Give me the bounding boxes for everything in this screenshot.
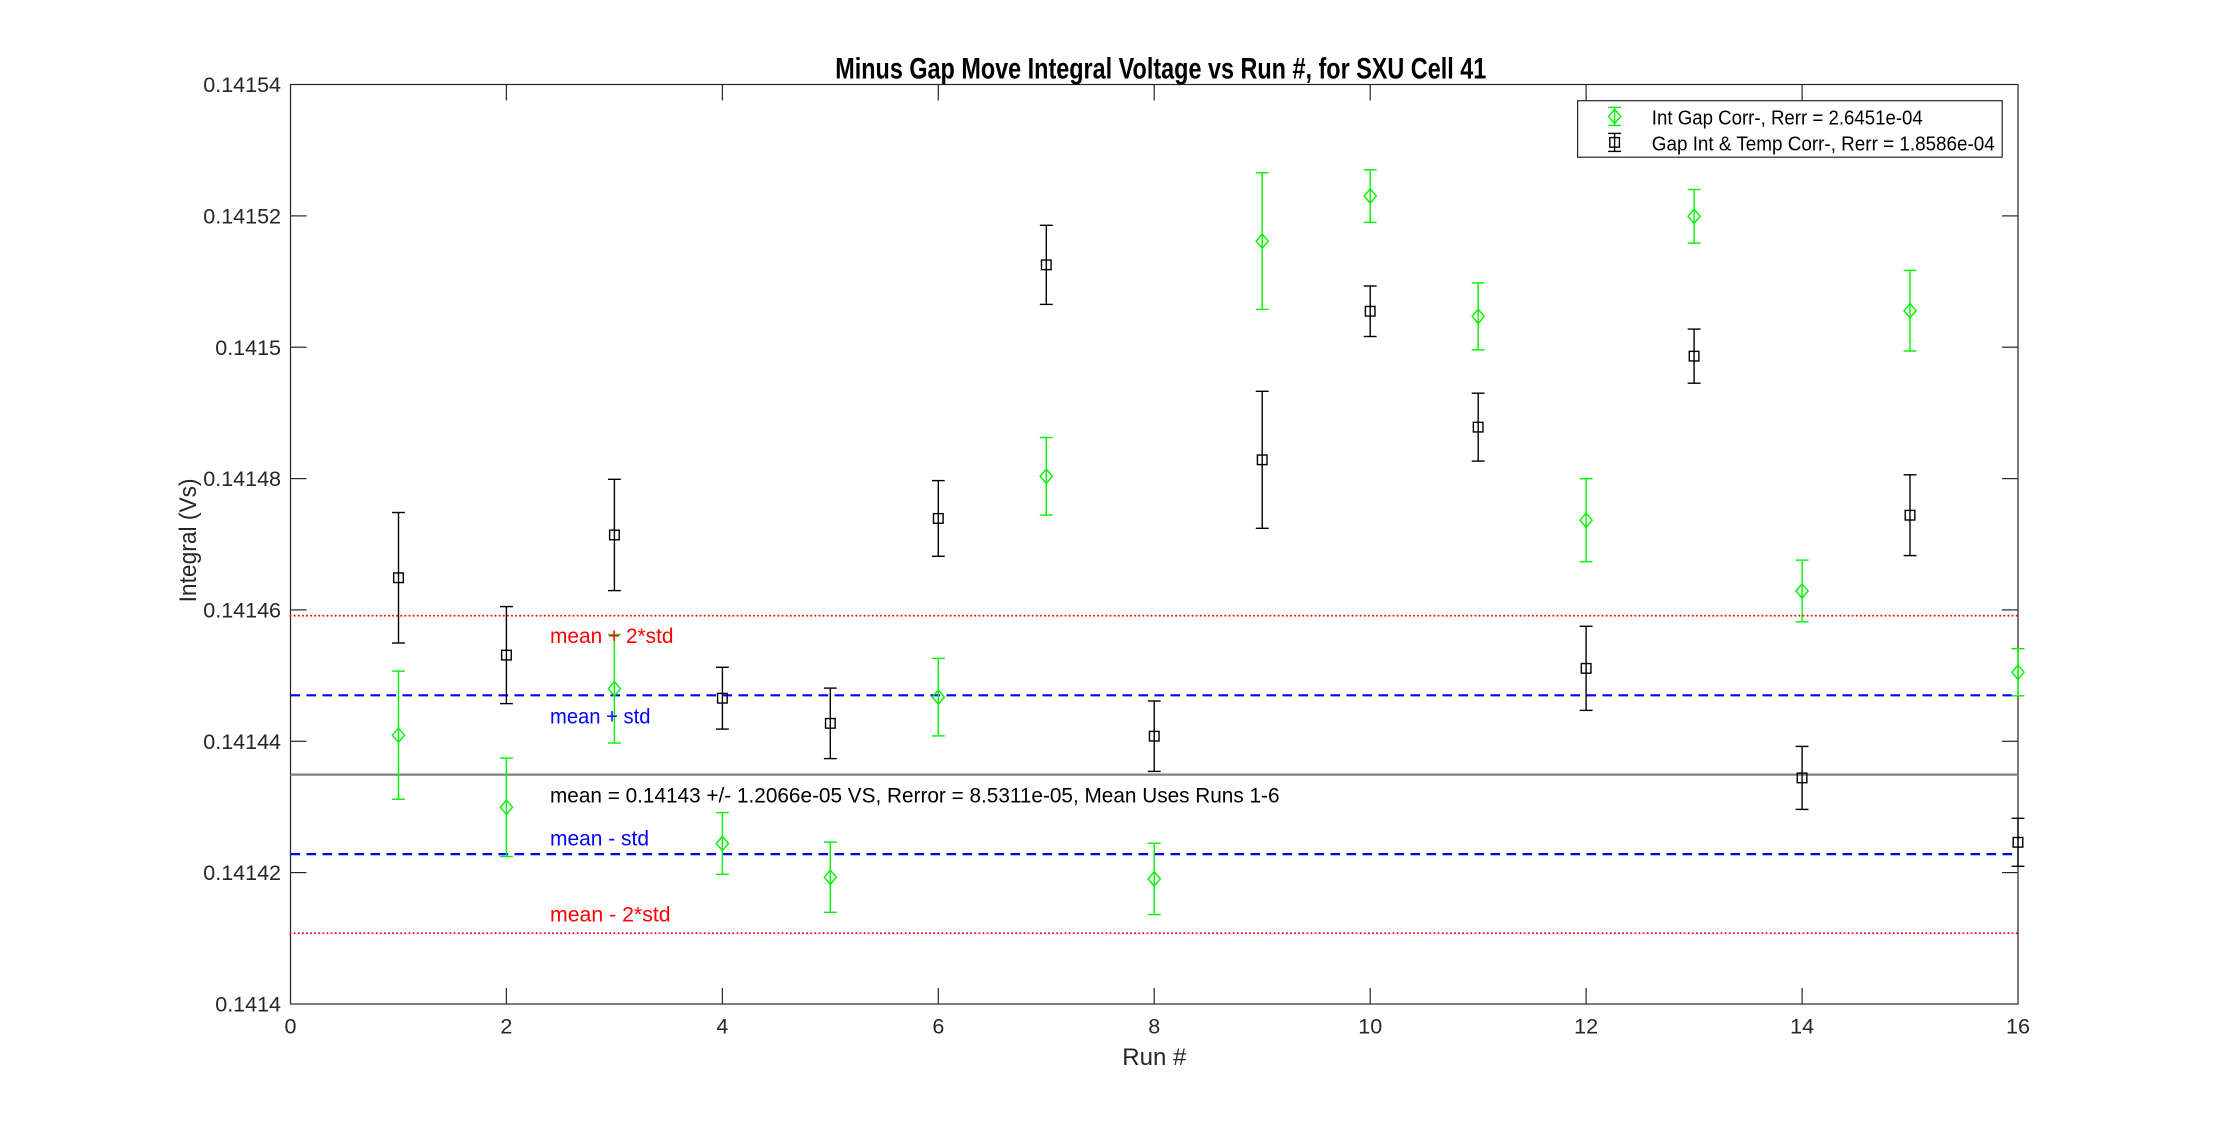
svg-text:6: 6	[932, 1015, 944, 1039]
svg-text:0.14142: 0.14142	[203, 861, 281, 885]
svg-text:12: 12	[1574, 1015, 1598, 1039]
svg-text:10: 10	[1358, 1015, 1382, 1039]
svg-text:14: 14	[1790, 1015, 1814, 1039]
svg-text:8: 8	[1148, 1015, 1160, 1039]
svg-text:Minus Gap Move Integral Voltag: Minus Gap Move Integral Voltage vs Run #…	[835, 53, 1486, 86]
svg-text:Int Gap Corr-, Rerr = 2.6451e-: Int Gap Corr-, Rerr = 2.6451e-04	[1652, 107, 1923, 129]
svg-text:16: 16	[2006, 1015, 2030, 1039]
svg-text:0.14146: 0.14146	[203, 599, 281, 623]
svg-text:0: 0	[285, 1015, 297, 1039]
svg-text:0.14152: 0.14152	[203, 205, 281, 229]
svg-text:mean = 0.14143 +/- 1.2066e-05: mean = 0.14143 +/- 1.2066e-05 VS, Rerror…	[550, 783, 1280, 807]
svg-text:4: 4	[716, 1015, 728, 1039]
svg-text:mean - 2*std: mean - 2*std	[550, 902, 671, 926]
svg-text:Gap Int & Temp Corr-, Rerr = 1: Gap Int & Temp Corr-, Rerr = 1.8586e-04	[1652, 133, 1995, 155]
svg-text:mean + 2*std: mean + 2*std	[550, 624, 674, 648]
svg-text:0.14144: 0.14144	[203, 730, 281, 754]
svg-text:0.1415: 0.1415	[215, 336, 281, 360]
svg-text:mean - std: mean - std	[550, 826, 649, 850]
svg-text:0.14148: 0.14148	[203, 467, 281, 491]
svg-text:0.1414: 0.1414	[215, 993, 281, 1017]
svg-text:Integral (Vs): Integral (Vs)	[175, 478, 202, 602]
svg-text:0.14154: 0.14154	[203, 73, 281, 97]
svg-text:mean + std: mean + std	[550, 704, 651, 728]
svg-text:Run #: Run #	[1122, 1044, 1187, 1071]
svg-text:2: 2	[500, 1015, 512, 1039]
